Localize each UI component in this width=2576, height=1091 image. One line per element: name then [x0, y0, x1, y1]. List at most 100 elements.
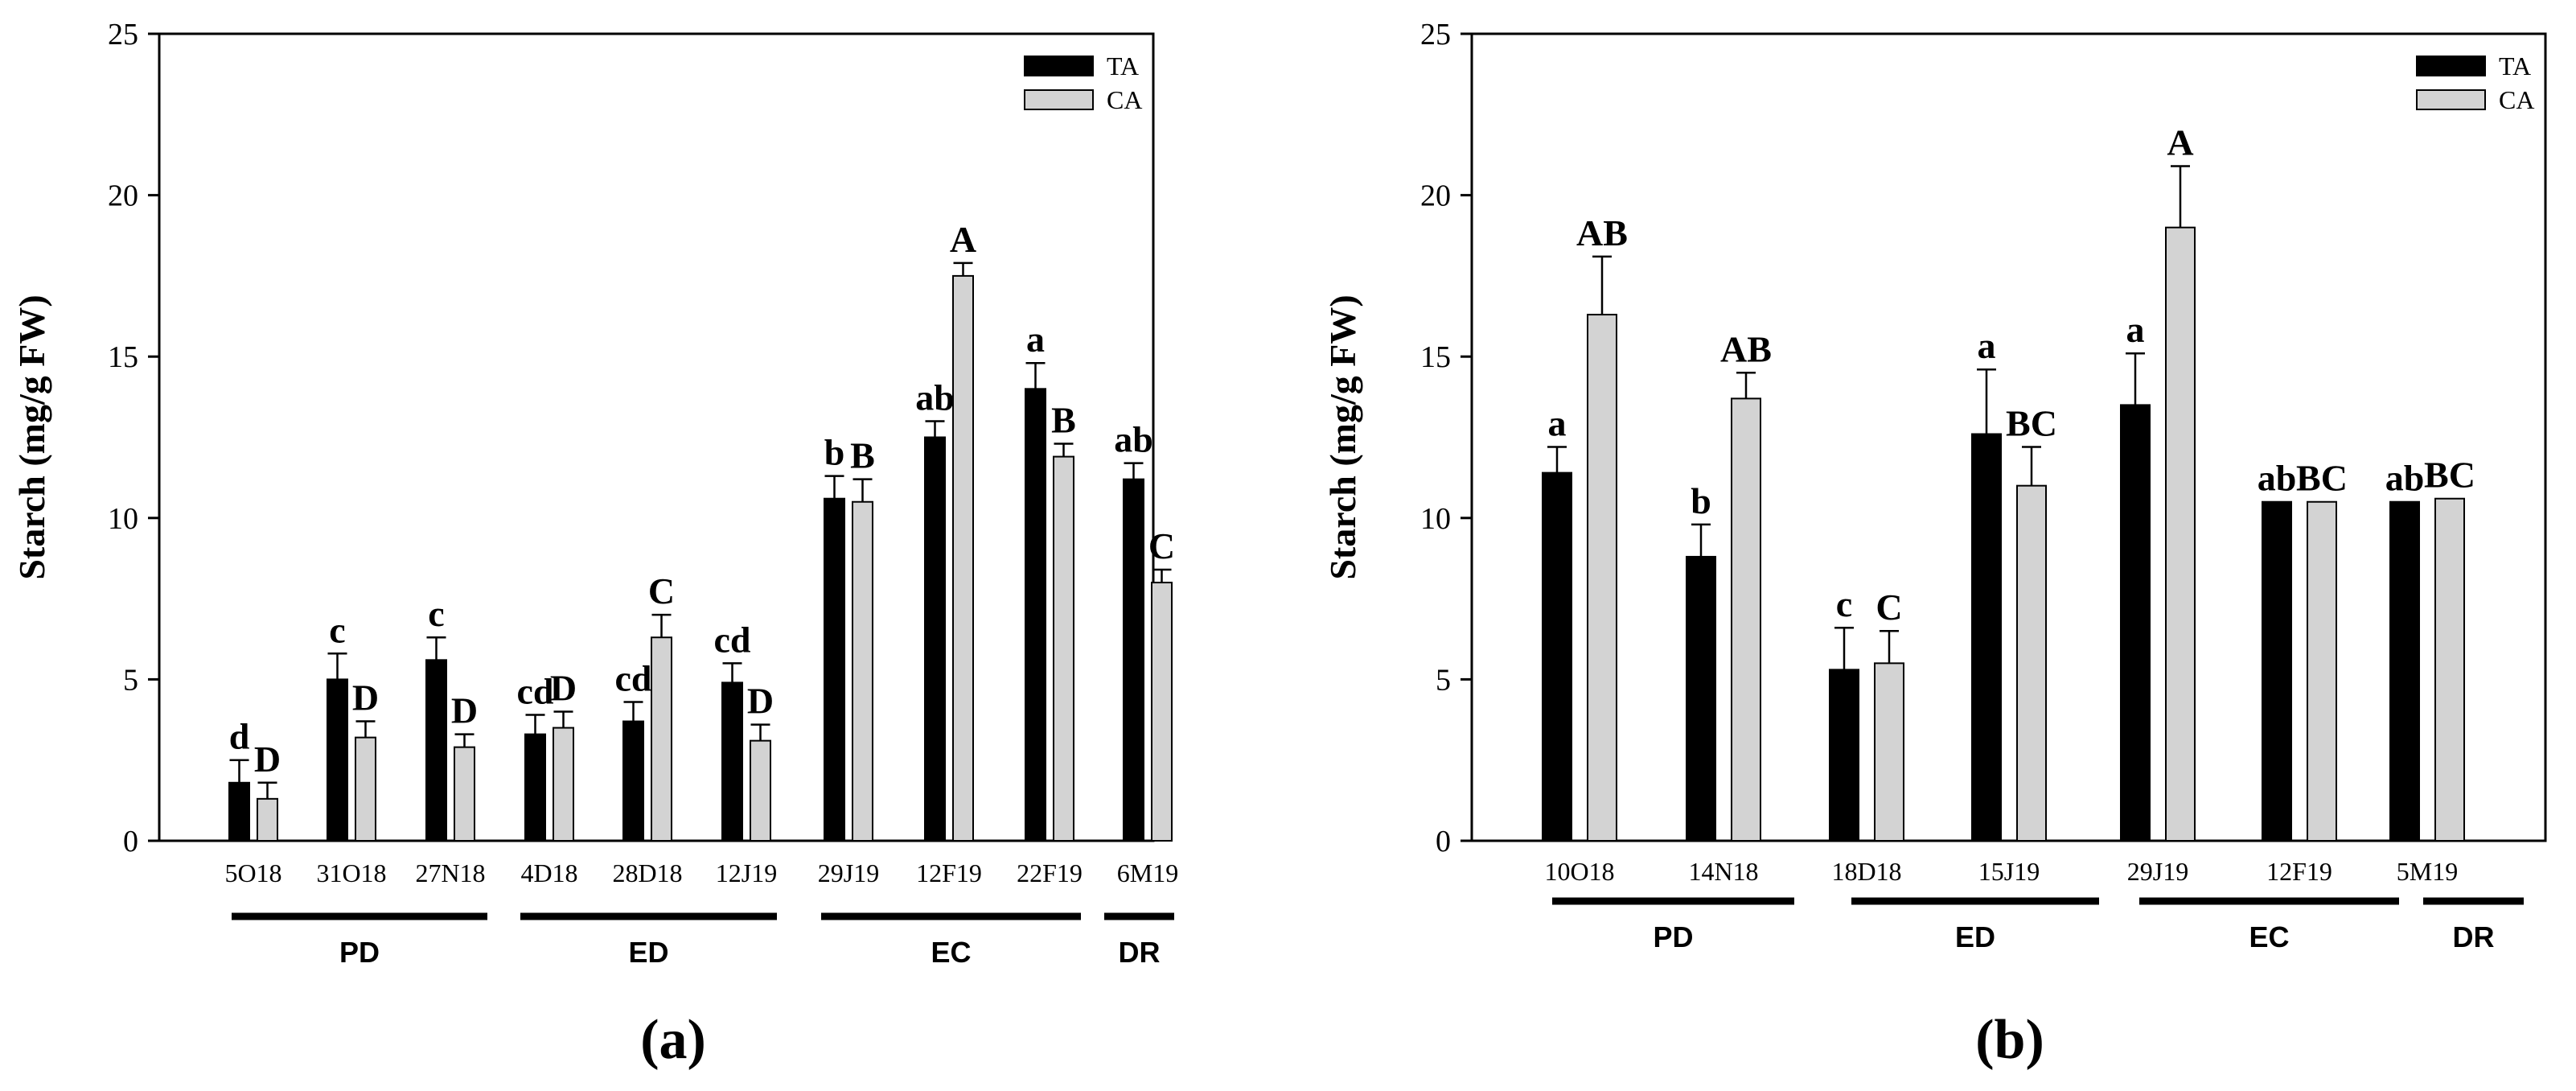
bar-ta-14n18: [1686, 555, 1716, 842]
x-tick-label: 12F19: [916, 858, 982, 887]
significance-label: D: [747, 681, 774, 722]
group-label: ED: [1955, 920, 1995, 953]
bar-ca-29j19: [2165, 226, 2196, 842]
legend-label-ta: TA: [1107, 51, 1139, 80]
significance-label: AB: [1576, 212, 1628, 253]
bar-ca-22f19: [1053, 455, 1074, 842]
significance-label: BC: [2006, 403, 2057, 444]
x-tick-label: 5O18: [224, 858, 281, 887]
legend-swatch-ta: [1024, 56, 1094, 76]
y-tick-label: 20: [108, 179, 138, 213]
y-tick-label: 5: [123, 663, 138, 697]
significance-label: D: [254, 739, 281, 780]
y-tick-label: 15: [1420, 340, 1451, 374]
plot-frame: [1470, 32, 2547, 842]
bar-ca-27n18: [454, 746, 475, 842]
bar-ca-12f19: [952, 274, 974, 842]
x-tick-label: 12J19: [716, 858, 777, 887]
bar-ca-15j19: [2016, 484, 2047, 842]
significance-label: b: [1691, 480, 1711, 521]
bar-ta-15j19: [1971, 433, 2002, 842]
y-tick-label: 10: [1420, 502, 1451, 536]
group-label: ED: [628, 936, 668, 969]
x-tick-label: 22F19: [1017, 858, 1083, 887]
bar-ta-5m19: [2389, 500, 2420, 842]
significance-label: cd: [517, 671, 554, 712]
y-tick-label: 25: [1420, 18, 1451, 51]
y-axis-label: Starch (mg/g FW): [11, 294, 52, 579]
significance-label: A: [2167, 121, 2193, 163]
bar-ca-12j19: [750, 739, 771, 842]
significance-label: ab: [915, 377, 955, 418]
bar-ca-28d18: [651, 636, 672, 842]
y-tick-label: 20: [1420, 179, 1451, 213]
legend-label-ca: CA: [2499, 85, 2534, 114]
significance-label: A: [950, 219, 976, 260]
bar-ca-5m19: [2434, 497, 2465, 842]
bar-ta-29j19: [2120, 404, 2151, 842]
bar-ta-12j19: [721, 681, 743, 842]
significance-label: a: [1548, 403, 1567, 444]
y-tick-label: 0: [1436, 825, 1451, 858]
group-label: EC: [931, 936, 971, 969]
legend-label-ta: TA: [2499, 51, 2531, 80]
x-tick-label: 6M19: [1117, 858, 1178, 887]
x-tick-label: 29J19: [818, 858, 879, 887]
x-tick-label: 31O18: [316, 858, 386, 887]
significance-label: d: [229, 716, 250, 757]
significance-label: c: [1836, 583, 1852, 624]
panel-label: (a): [640, 1009, 706, 1071]
significance-label: D: [550, 668, 577, 709]
bar-ca-6m19: [1151, 582, 1173, 842]
x-tick-label: 29J19: [2127, 857, 2188, 886]
bar-ta-12f19: [2262, 500, 2292, 842]
y-tick-label: 0: [123, 825, 138, 858]
legend-swatch-ta: [2416, 56, 2486, 76]
legend-swatch-ca: [1024, 89, 1094, 110]
bar-ca-4d18: [553, 727, 574, 842]
legend-swatch-ca: [2416, 89, 2486, 110]
significance-label: C: [1876, 587, 1902, 628]
bar-ca-5o18: [257, 797, 278, 842]
bar-ca-10o18: [1587, 314, 1617, 842]
bar-ca-18d18: [1874, 662, 1904, 842]
significance-label: D: [451, 690, 478, 731]
x-tick-label: 12F19: [2266, 857, 2332, 886]
significance-label: a: [1026, 319, 1045, 360]
significance-label: c: [329, 609, 345, 650]
significance-label: D: [352, 677, 379, 718]
significance-label: ab: [2385, 458, 2425, 499]
x-tick-label: 14N18: [1688, 857, 1758, 886]
significance-label: b: [824, 432, 845, 473]
chart-panel-a: 0 5 10 15 20 25 Starch (mg/g FW) d c c cd cd cd b ab a a…: [11, 18, 1178, 1071]
y-tick-label: 10: [108, 502, 138, 536]
bar-ta-28d18: [622, 720, 644, 842]
significance-label: a: [1978, 325, 1996, 366]
significance-label: BC: [2424, 455, 2475, 496]
bar-ta-4d18: [524, 733, 546, 842]
significance-label: C: [648, 570, 675, 611]
y-axis-label: Starch (mg/g FW): [1322, 294, 1363, 579]
x-tick-label: 4D18: [520, 858, 577, 887]
bar-ta-22f19: [1025, 388, 1046, 842]
bar-ta-27n18: [425, 659, 447, 842]
bar-ta-12f19: [924, 436, 946, 842]
x-tick-label: 5M19: [2397, 857, 2458, 886]
bar-ta-18d18: [1829, 669, 1859, 842]
significance-label: c: [428, 593, 444, 634]
bar-ca-31o18: [355, 736, 376, 842]
significance-label: cd: [615, 657, 652, 698]
bar-ta-10o18: [1542, 471, 1572, 842]
x-tick-label: 28D18: [612, 858, 682, 887]
x-tick-label: 27N18: [415, 858, 485, 887]
x-tick-label: 15J19: [1978, 857, 2040, 886]
significance-label: B: [1051, 400, 1076, 441]
significance-label: BC: [2296, 458, 2348, 499]
group-label: DR: [1119, 936, 1161, 969]
group-label: PD: [1653, 920, 1693, 953]
significance-label: ab: [2258, 458, 2297, 499]
significance-label: a: [2126, 309, 2145, 350]
bar-ta-6m19: [1123, 478, 1144, 842]
